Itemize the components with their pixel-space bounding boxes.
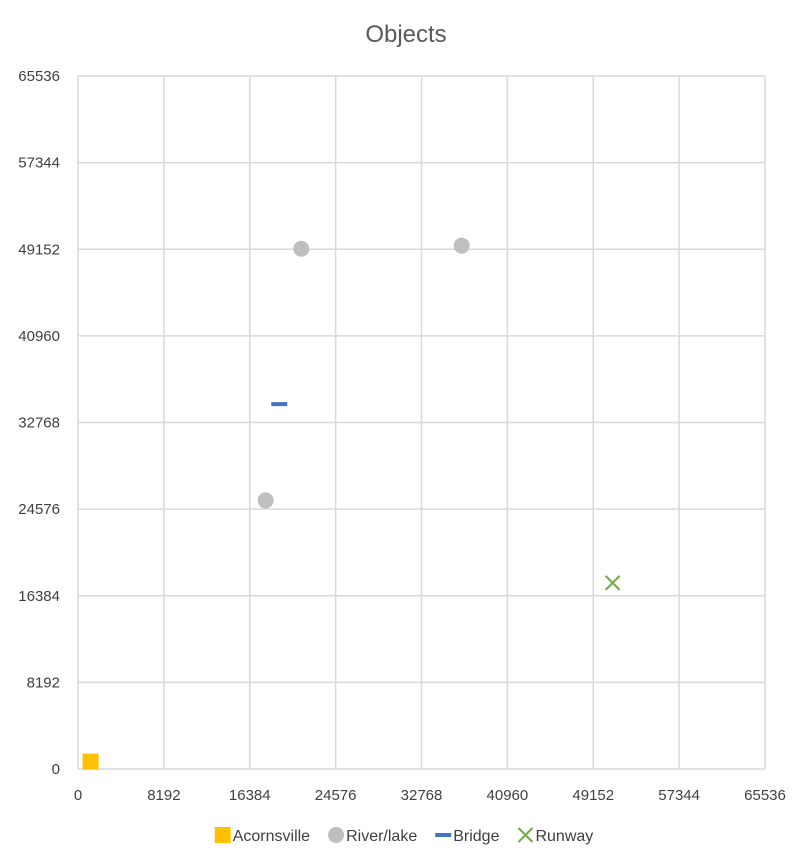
y-tick-label: 0 xyxy=(52,761,60,778)
legend-marker-river-lake xyxy=(328,827,345,843)
y-axis-ticks: 0 8192 16384 24576 32768 40960 49152 57344 65536 xyxy=(18,68,60,778)
x-tick-label: 57344 xyxy=(658,787,700,804)
legend-label: River/lake xyxy=(346,828,417,845)
legend-label: Runway xyxy=(535,828,593,845)
y-tick-label: 40960 xyxy=(18,328,60,345)
y-tick-label: 8192 xyxy=(27,674,60,691)
point-river-lake xyxy=(257,492,274,509)
legend-item-acornsville: Acornsville xyxy=(214,827,310,845)
legend-label: Bridge xyxy=(453,828,499,845)
x-tick-label: 0 xyxy=(74,787,82,804)
x-tick-label: 8192 xyxy=(147,787,180,804)
y-tick-label: 24576 xyxy=(18,501,60,518)
x-tick-label: 49152 xyxy=(572,787,614,804)
x-tick-label: 32768 xyxy=(401,787,443,804)
y-tick-label: 57344 xyxy=(18,155,60,172)
grid xyxy=(77,75,766,770)
point-river-lake xyxy=(293,240,310,257)
point-acornsville xyxy=(82,753,99,770)
legend-item-river-lake: River/lake xyxy=(328,827,417,845)
x-axis-ticks: 0 8192 16384 24576 32768 40960 49152 57344 65536 xyxy=(74,787,786,804)
point-runway xyxy=(604,575,621,591)
data-points xyxy=(82,237,621,770)
chart-title: Objects xyxy=(365,21,446,48)
x-tick-label: 40960 xyxy=(487,787,529,804)
x-tick-label: 65536 xyxy=(744,787,786,804)
legend: Acornsville River/lake Bridge Runway xyxy=(214,827,593,845)
point-river-lake xyxy=(453,237,470,254)
legend-marker-runway xyxy=(517,827,534,843)
y-tick-label: 49152 xyxy=(18,241,60,258)
x-tick-label: 16384 xyxy=(229,787,271,804)
legend-item-runway: Runway xyxy=(517,827,593,845)
y-tick-label: 16384 xyxy=(18,588,60,605)
legend-marker-runway-stroke xyxy=(517,827,534,843)
y-tick-label: 32768 xyxy=(18,415,60,432)
legend-item-bridge: Bridge xyxy=(435,828,500,845)
point-runway-stroke xyxy=(604,575,621,591)
x-tick-label: 24576 xyxy=(315,787,357,804)
legend-marker-acornsville xyxy=(214,827,231,843)
legend-label: Acornsville xyxy=(233,828,310,845)
y-tick-label: 65536 xyxy=(18,68,60,85)
